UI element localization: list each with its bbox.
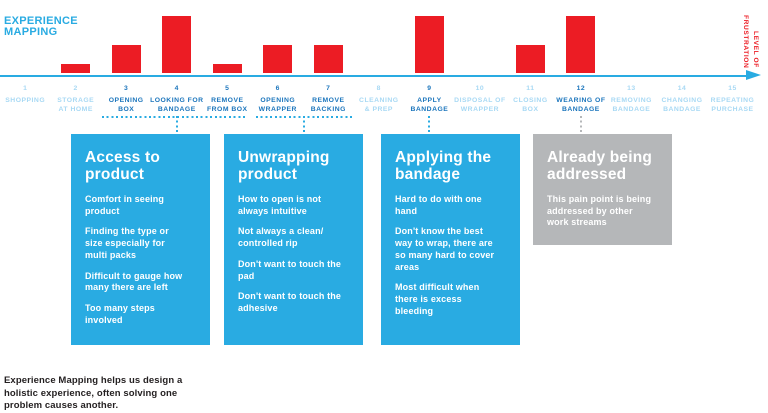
timeline-step-7: 7 REMOVE BACKING	[286, 84, 370, 115]
timeline-step-5: 5 REMOVE FROM BOX	[185, 84, 269, 115]
dotted-connector	[302, 116, 305, 133]
step-number: 10	[475, 85, 485, 92]
dotted-connector	[102, 116, 247, 118]
timeline-step-15: 15 REPEATING PURCHASE	[691, 84, 768, 115]
callout-pain-point: Don't want to touch the pad	[238, 258, 342, 281]
step-number: 3	[124, 85, 129, 92]
step-name: OPENING BOX	[108, 96, 144, 114]
callout-box-access-to-product: Access to product Comfort in seeing produ…	[71, 134, 210, 345]
timeline-step-14: 14 CHANGING BANDAGE	[640, 84, 724, 115]
timeline-axis	[0, 74, 748, 78]
timeline-arrowhead-icon	[746, 70, 761, 81]
step-name: REPEATING PURCHASE	[710, 96, 755, 114]
step-number: 4	[174, 85, 179, 92]
callout-pain-point: Hard to do with one hand	[395, 194, 482, 216]
callout-pain-point: Most difficult when there is excess blee…	[395, 282, 480, 316]
step-name: REMOVE FROM BOX	[206, 96, 248, 114]
step-number: 1	[23, 85, 28, 92]
step-name: STORAGE AT HOME	[57, 96, 95, 114]
step-name: REMOVE BACKING	[310, 96, 346, 114]
step-number: 2	[73, 85, 78, 92]
callout-pain-point: Comfort in seeing product	[85, 194, 165, 216]
step-number: 15	[728, 85, 737, 92]
callout-pain-point: Difficult to gauge how many there are le…	[85, 270, 183, 293]
step-number: 9	[427, 85, 432, 92]
timeline-step-12: 12 WEARING OF BANDAGE	[539, 84, 623, 115]
frustration-bar-step-6	[263, 44, 293, 73]
step-number: 8	[376, 85, 381, 92]
step-number: 11	[526, 85, 535, 92]
step-number: 13	[627, 85, 636, 92]
callout-title: Already being addressed	[547, 149, 653, 184]
step-name: CLOSING BOX	[513, 96, 548, 114]
frustration-bar-step-9	[414, 16, 444, 73]
frustration-axis-label: LEVEL OF FRUSTRATION	[741, 14, 759, 68]
step-name: WEARING OF BANDAGE	[556, 96, 606, 114]
timeline-step-8: 8 CLEANING & PREP	[337, 84, 421, 115]
callout-pain-point: Not always a clean/ controlled rip	[238, 226, 324, 249]
callout-pain-point: How to open is not always intuitive	[238, 194, 322, 216]
timeline-step-11: 11 CLOSING BOX	[488, 84, 572, 115]
frustration-bar-step-12	[566, 16, 596, 73]
callout-title: Unwrapping product	[238, 149, 330, 184]
timeline-step-6: 6 OPENING WRAPPER	[236, 84, 320, 115]
timeline-step-3: 3 OPENING BOX	[84, 84, 168, 115]
step-name: CHANGING BANDAGE	[661, 96, 703, 114]
callout-title: Applying the bandage	[395, 149, 492, 184]
callout-box-unwrapping-product: Unwrapping product How to open is not alw…	[224, 134, 363, 345]
frustration-bar-step-2	[61, 63, 91, 73]
step-name: SHOPPING	[5, 96, 46, 104]
frustration-bar-step-5	[212, 63, 242, 73]
callout-pain-point: Too many steps involved	[85, 302, 155, 325]
frustration-bar-step-7	[313, 44, 343, 73]
step-name: OPENING WRAPPER	[258, 96, 297, 114]
step-name: APPLY BANDAGE	[410, 96, 449, 114]
footer-caption: Experience Mapping helps us design a hol…	[4, 375, 183, 412]
timeline-step-9: 9 APPLY BANDAGE	[387, 84, 471, 115]
dotted-connector	[256, 116, 353, 118]
step-number: 7	[326, 85, 331, 92]
callout-pain-point: Don't want to touch the adhesive	[238, 291, 342, 313]
step-name: DISPOSAL OF WRAPPER	[454, 96, 506, 114]
callout-box-applying-the-bandage: Applying the bandage Hard to do with one …	[381, 134, 520, 345]
page-title: EXPERIENCE MAPPING	[4, 15, 78, 38]
step-number: 5	[225, 85, 230, 92]
callout-title: Access to product	[85, 149, 161, 184]
step-number: 12	[576, 85, 586, 92]
frustration-bar-step-11	[515, 44, 545, 73]
timeline-step-13: 13 REMOVING BANDAGE	[589, 84, 673, 115]
dotted-connector	[175, 116, 178, 133]
step-number: 6	[275, 85, 280, 92]
timeline-step-1: 1 SHOPPING	[0, 84, 67, 105]
step-name: LOOKING FOR BANDAGE	[150, 96, 204, 114]
callout-pain-point: Finding the type or size especially for …	[85, 226, 169, 260]
step-name: REMOVING BANDAGE	[610, 96, 652, 114]
callout-pain-point: Don't know the best way to wrap, there a…	[395, 226, 495, 272]
step-name: CLEANING & PREP	[359, 96, 399, 114]
callout-pain-point: This pain point is being addressed by ot…	[547, 194, 652, 228]
frustration-bar-step-4	[162, 16, 192, 73]
timeline-step-2: 2 STORAGE AT HOME	[34, 84, 118, 115]
step-number: 14	[677, 85, 687, 92]
dotted-connector	[428, 116, 431, 133]
callout-box-already-being-addressed: Already being addressed This pain point i…	[533, 134, 672, 245]
timeline-step-10: 10 DISPOSAL OF WRAPPER	[438, 84, 522, 115]
frustration-bar-step-3	[111, 44, 141, 73]
timeline-step-4: 4 LOOKING FOR BANDAGE	[135, 84, 219, 115]
dotted-connector	[579, 116, 582, 133]
